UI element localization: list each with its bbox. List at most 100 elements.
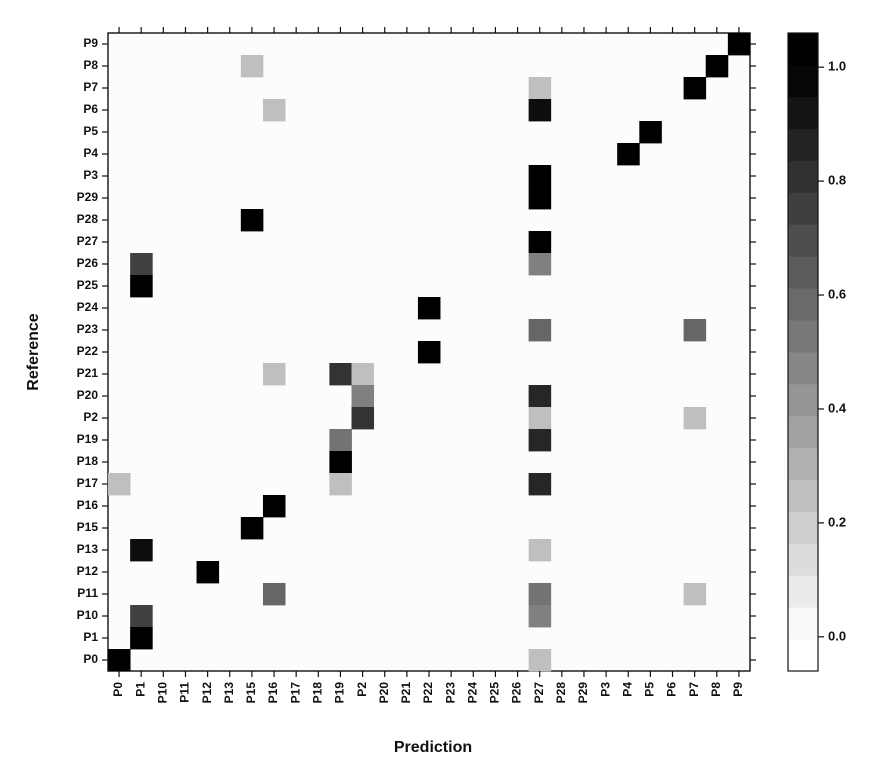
x-tick-label: P4 [620, 682, 634, 697]
heatmap-cell-p7-p7 [683, 77, 707, 100]
x-tick-label: P10 [156, 682, 170, 704]
x-tick-label: P15 [244, 682, 258, 704]
y-tick-label: P15 [77, 520, 99, 534]
colorbar-tick-label: 0.8 [828, 173, 846, 188]
heatmap-cell-p9-p9 [727, 33, 751, 56]
x-axis-title: Prediction [394, 739, 472, 756]
colorbar-tick-label: 0.4 [828, 400, 847, 415]
heatmap-cell-p25-p1 [130, 275, 153, 298]
colorbar-segment [788, 447, 818, 480]
colorbar-tick-label: 0.6 [828, 286, 846, 301]
colorbar-tick-label: 1.0 [828, 59, 846, 74]
heatmap-cell-p5-p5 [639, 121, 662, 144]
x-tick-label: P1 [133, 682, 147, 697]
heatmap-cell-p13-p1 [130, 539, 153, 562]
x-tick-label: P18 [310, 682, 324, 704]
y-tick-label: P11 [77, 586, 98, 600]
heatmap-cell-p12-p12 [196, 561, 220, 584]
colorbar-segment [788, 383, 818, 417]
x-tick-label: P5 [643, 682, 657, 697]
y-tick-label: P10 [77, 608, 99, 622]
colorbar-segment [788, 607, 818, 640]
y-tick-label: P4 [83, 146, 98, 160]
heatmap-cell-p26-p27 [528, 253, 552, 276]
x-tick-label: P16 [266, 682, 280, 704]
heatmap-cell-p2-p7 [683, 407, 707, 430]
y-tick-label: P27 [77, 234, 99, 248]
heatmap-cell-p3-p27 [528, 165, 552, 188]
heatmap-cell-p18-p19 [329, 451, 352, 474]
heatmap-cell-p23-p27 [528, 319, 552, 342]
heatmap-cell-p0-p27 [528, 649, 552, 672]
heatmap-cell-p21-p2 [351, 363, 375, 386]
x-tick-label: P13 [222, 682, 236, 704]
heatmap-cell-p26-p1 [130, 253, 153, 276]
y-tick-label: P29 [77, 190, 99, 204]
heatmap-cell-p11-p16 [262, 583, 286, 606]
x-tick-label: P20 [377, 682, 391, 704]
heatmap-cell-p2-p2 [351, 407, 375, 430]
colorbar-segment [788, 479, 818, 512]
x-tick-label: P19 [333, 682, 347, 704]
y-tick-label: P8 [83, 58, 98, 72]
x-tick-label: P21 [399, 682, 413, 704]
x-tick-label: P28 [554, 682, 568, 704]
colorbar-segment [788, 543, 818, 576]
x-tick-label: P12 [200, 682, 214, 704]
heatmap-cell-p19-p27 [528, 429, 552, 452]
x-tick-label: P23 [443, 682, 457, 704]
y-tick-label: P24 [77, 300, 99, 314]
x-tick-label: P0 [111, 682, 125, 697]
colorbar-segment [788, 128, 818, 161]
x-tick-label: P9 [731, 682, 745, 697]
colorbar-segment [788, 256, 818, 289]
colorbar-segment [788, 192, 818, 225]
y-tick-label: P3 [83, 168, 98, 182]
y-axis: P0 P1 P10 P11 P12 P13 P15 P16 P17 P18 P19 P2 P20 P21 P… [77, 36, 756, 666]
colorbar-tick-label: 0.0 [828, 628, 846, 643]
colorbar-segment [788, 224, 818, 257]
heatmap-cell-p21-p19 [329, 363, 352, 386]
y-tick-label: P12 [77, 564, 99, 578]
colorbar-segment [788, 352, 818, 385]
heatmap-cell-p23-p7 [683, 319, 707, 342]
colorbar-segment [788, 96, 818, 130]
heatmap-cell-p15-p15 [240, 517, 264, 540]
heatmap-cell-p17-p19 [329, 473, 352, 496]
colorbar-segment [788, 288, 818, 321]
y-tick-label: P0 [83, 652, 98, 666]
heatmap-cell-p17-p27 [528, 473, 552, 496]
heatmap-cell-p22-p22 [417, 341, 441, 364]
x-tick-label: P26 [510, 682, 524, 704]
colorbar-segment [788, 33, 818, 66]
heatmap-cell-p11-p7 [683, 583, 707, 606]
heatmap-cell-p10-p27 [528, 605, 552, 628]
x-tick-label: P29 [576, 682, 590, 704]
y-tick-label: P7 [83, 80, 98, 94]
colorbar-tick-label: 0.2 [828, 514, 846, 529]
heatmap-cell-p21-p16 [262, 363, 286, 386]
x-tick-label: P8 [709, 682, 723, 697]
y-tick-label: P20 [77, 388, 99, 402]
y-tick-label: P28 [77, 212, 99, 226]
colorbar: 0.0 0.2 0.4 0.6 0.8 1.0 [787, 32, 847, 672]
x-tick-label: P22 [421, 682, 435, 704]
y-tick-label: P26 [77, 256, 99, 270]
heatmap-cell-p29-p27 [528, 187, 552, 210]
heatmap-cell-p8-p15 [240, 55, 264, 78]
x-tick-label: P11 [178, 682, 192, 703]
heatmap-cell-p4-p4 [617, 143, 640, 166]
colorbar-segment [788, 575, 818, 608]
y-tick-label: P16 [77, 498, 99, 512]
colorbar-frame [787, 32, 819, 672]
heatmap-cell-p6-p16 [262, 99, 286, 122]
heatmap-cell-p27-p27 [528, 231, 552, 254]
x-tick-label: P2 [355, 682, 369, 697]
y-tick-label: P5 [83, 124, 98, 138]
y-axis-title: Reference [25, 313, 42, 390]
heatmap-cell-p8-p8 [705, 55, 729, 78]
x-tick-label: P6 [665, 682, 679, 697]
y-tick-label: P17 [77, 476, 99, 490]
x-tick-label: P25 [488, 682, 502, 704]
